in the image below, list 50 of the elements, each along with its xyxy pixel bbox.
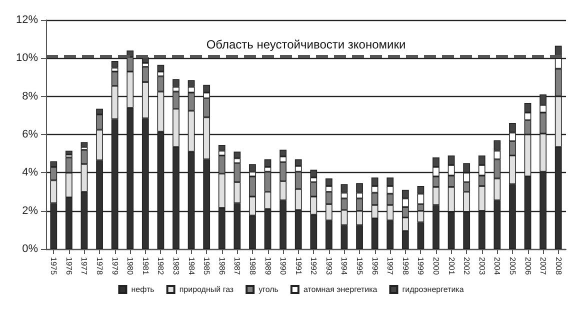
x-tick-label: 2004	[492, 257, 502, 276]
bar	[80, 142, 88, 147]
x-tick-label: 1994	[340, 257, 349, 276]
x-tick-label: 1986	[217, 257, 226, 276]
x-tick-label: 1983	[172, 257, 180, 276]
y-tick-label: 2%	[22, 204, 38, 217]
x-tick-label: 1981	[140, 257, 150, 276]
y-tick-label: 8%	[22, 90, 38, 102]
x-tick-label: 2005	[508, 257, 517, 276]
x-tick-label: 2002	[462, 257, 472, 276]
x-tick-label: 1995	[355, 257, 364, 276]
x-tick-label: 1989	[263, 257, 272, 276]
y-tick-label: 6%	[22, 128, 38, 140]
x-tick-label: 1990	[278, 257, 288, 276]
x-tick-label: 1978	[95, 257, 104, 276]
legend-label: уголь	[258, 285, 278, 294]
legend-label: нефть	[131, 285, 154, 294]
y-tick-label: 0%	[22, 243, 38, 255]
x-tick-label: 1979	[110, 257, 120, 276]
y-tick-label: 4%	[22, 166, 38, 179]
x-tick-label: 1980	[126, 257, 135, 276]
x-tick-label: 2006	[523, 257, 532, 276]
x-tick-label: 1991	[294, 257, 303, 276]
x-tick-label: 2000	[432, 257, 440, 276]
x-tick-label: 1976	[64, 257, 74, 276]
x-tick-label: 1998	[400, 257, 410, 276]
y-tick-label: 12%	[16, 14, 38, 26]
x-tick-label: 1997	[386, 257, 395, 276]
x-tick-label: 1992	[309, 257, 318, 276]
bar	[111, 61, 118, 68]
x-tick-label: 2001	[446, 257, 456, 276]
x-tick-label: 1975	[49, 257, 58, 276]
bar	[66, 150, 72, 155]
legend-label: гидроэнергетика	[402, 285, 464, 294]
legend-label: атомная энергетика	[303, 285, 378, 294]
x-tick-label: 1993	[324, 257, 334, 276]
x-tick-label: 1988	[248, 257, 257, 276]
ref-line-label: Область неустойчивости зкономики	[206, 37, 406, 52]
x-tick-label: 1985	[202, 257, 212, 276]
x-tick-label: 1982	[156, 257, 166, 276]
x-tick-label: 2007	[538, 257, 548, 276]
legend-label: природный газ	[179, 285, 234, 294]
y-tick-label: 10%	[16, 52, 38, 64]
x-tick-label: 1984	[186, 257, 196, 276]
x-tick-label: 2008	[554, 257, 563, 276]
x-tick-label: 2003	[477, 257, 486, 276]
x-tick-label: 1987	[232, 257, 242, 276]
x-tick-label: 1977	[80, 257, 89, 276]
x-tick-label: 1999	[416, 257, 426, 276]
x-tick-label: 1996	[370, 257, 380, 276]
